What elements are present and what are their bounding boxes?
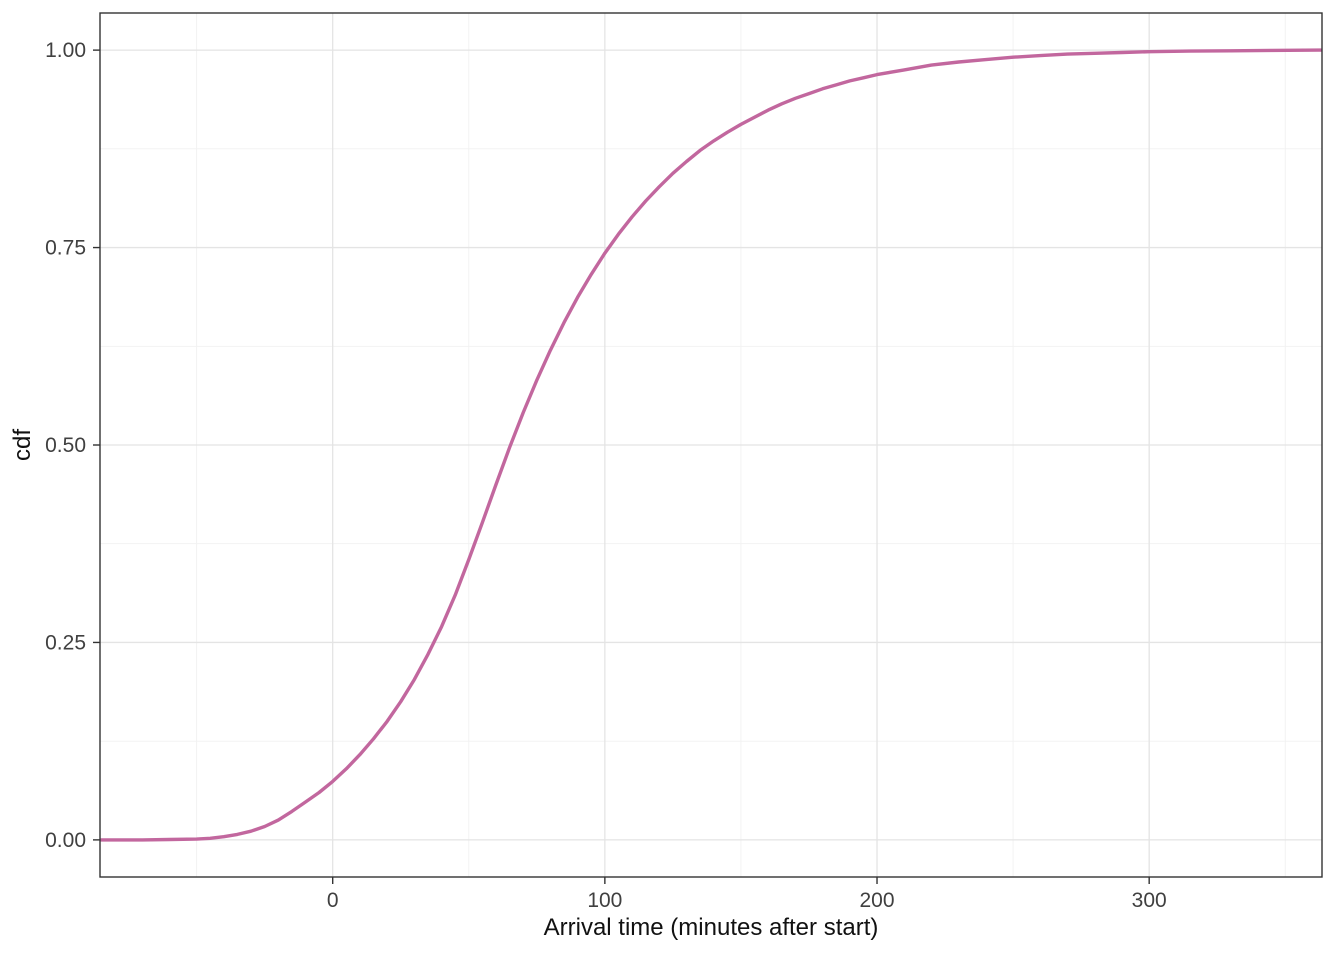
x-tick-label: 0 — [327, 889, 339, 912]
grid-layer — [100, 13, 1322, 877]
x-tick-label: 300 — [1132, 889, 1167, 912]
cdf-curve — [99, 48, 1323, 842]
y-axis-title: cdf — [9, 429, 36, 461]
series-layer — [99, 48, 1323, 842]
axis-layer: 0 100 200 300 0.00 0.25 0.50 0.75 1.00 — [45, 39, 1167, 912]
y-tick-label: 0.75 — [45, 237, 86, 260]
x-tick-label: 200 — [859, 889, 894, 912]
y-tick-label: 0.00 — [45, 829, 86, 852]
x-axis-title: Arrival time (minutes after start) — [544, 914, 879, 941]
y-tick-label: 0.50 — [45, 434, 86, 457]
y-tick-label: 1.00 — [45, 39, 86, 62]
y-tick-label: 0.25 — [45, 631, 86, 654]
x-tick-label: 100 — [587, 889, 622, 912]
